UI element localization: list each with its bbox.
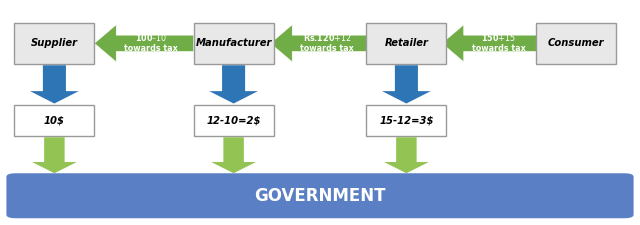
Polygon shape xyxy=(30,65,79,104)
Text: towards tax: towards tax xyxy=(124,45,178,54)
FancyBboxPatch shape xyxy=(15,22,95,64)
Text: Manufacturer: Manufacturer xyxy=(195,38,272,48)
Text: Supplier: Supplier xyxy=(31,38,78,48)
Polygon shape xyxy=(384,137,429,173)
Polygon shape xyxy=(211,137,256,173)
Polygon shape xyxy=(382,65,431,104)
Text: 100$ – 10$: 100$ – 10$ xyxy=(135,32,167,43)
Polygon shape xyxy=(270,25,370,62)
Polygon shape xyxy=(32,137,77,173)
Text: Consumer: Consumer xyxy=(548,38,604,48)
FancyBboxPatch shape xyxy=(15,105,95,136)
FancyBboxPatch shape xyxy=(6,173,634,218)
Text: 12-10=2$: 12-10=2$ xyxy=(206,115,261,125)
Text: Retailer: Retailer xyxy=(385,38,428,48)
Text: 10$: 10$ xyxy=(44,115,65,125)
Text: GOVERNMENT: GOVERNMENT xyxy=(254,187,386,205)
Text: towards tax: towards tax xyxy=(472,45,525,54)
Polygon shape xyxy=(209,65,258,104)
FancyBboxPatch shape xyxy=(193,22,274,64)
Polygon shape xyxy=(95,25,193,62)
Polygon shape xyxy=(442,25,541,62)
Text: Rs.120$ + 12$: Rs.120$ + 12$ xyxy=(303,32,351,43)
Text: 15-12=3$: 15-12=3$ xyxy=(379,115,434,125)
FancyBboxPatch shape xyxy=(536,22,616,64)
FancyBboxPatch shape xyxy=(366,105,447,136)
FancyBboxPatch shape xyxy=(193,105,274,136)
FancyBboxPatch shape xyxy=(366,22,447,64)
Text: towards tax: towards tax xyxy=(300,45,354,54)
Text: 150$ +15$: 150$ +15$ xyxy=(481,32,516,43)
